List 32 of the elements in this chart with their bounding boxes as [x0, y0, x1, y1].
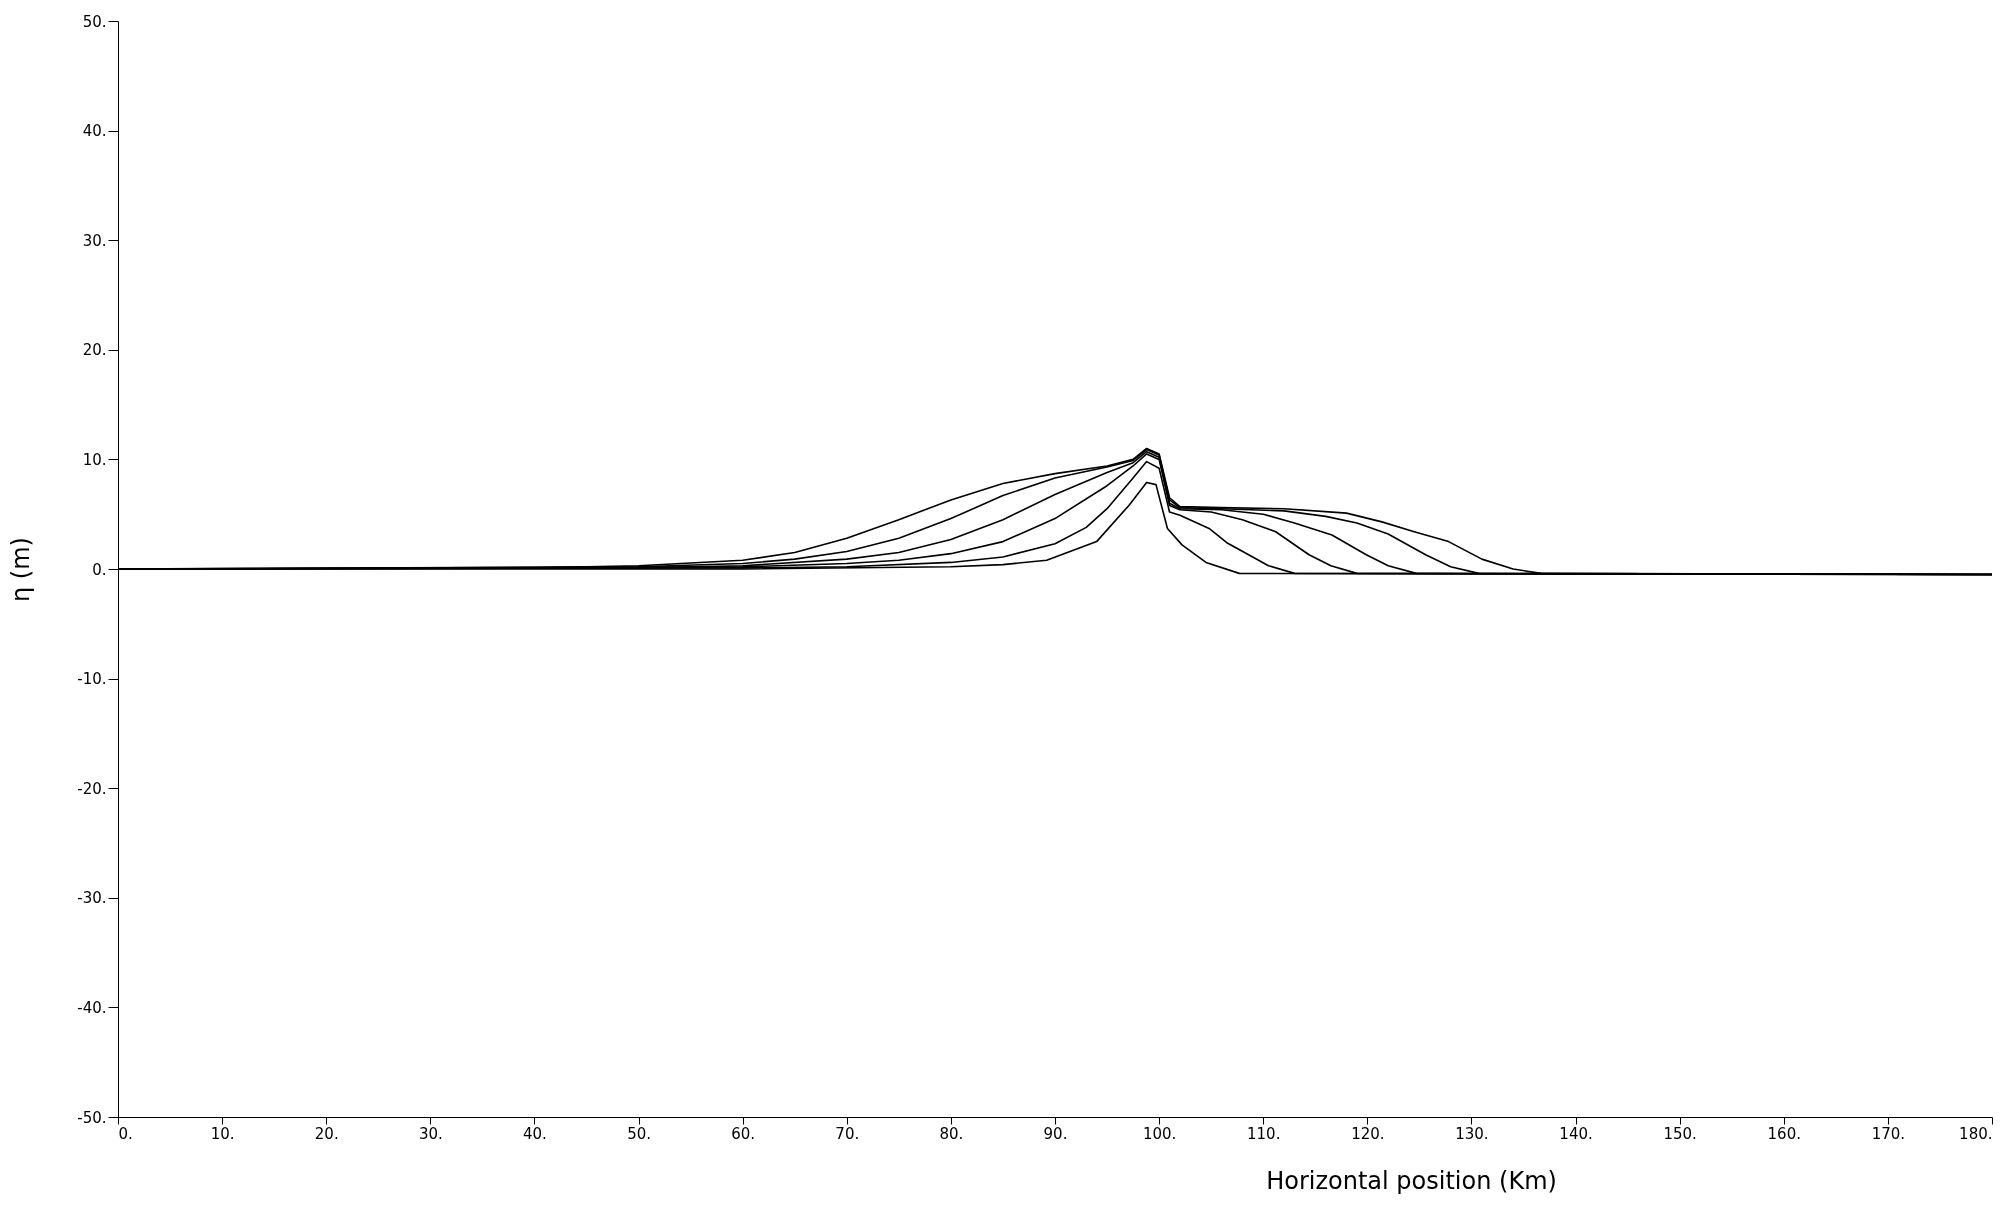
x-tick-label: 50.	[627, 1124, 651, 1143]
y-tick-label: -30.	[77, 889, 107, 908]
x-tick-label: 100.	[1142, 1124, 1177, 1143]
y-tick-label: 40.	[82, 122, 107, 141]
x-tick-label: 10.	[210, 1124, 235, 1143]
x-tick-label: 70.	[835, 1124, 860, 1143]
x-tick-label: 30.	[418, 1124, 443, 1143]
y-tick-label: 30.	[82, 231, 107, 250]
x-tick-label: 160.	[1767, 1124, 1801, 1143]
x-tick-label: 170.	[1871, 1124, 1906, 1143]
y-tick-label: -10.	[77, 670, 107, 689]
y-tick-label: 10.	[82, 450, 107, 469]
y-tick-label: -40.	[77, 998, 107, 1017]
x-tick-label: 40.	[523, 1124, 547, 1143]
y-tick-label: 20.	[82, 341, 107, 360]
x-tick-label: 150.	[1663, 1124, 1697, 1143]
x-tick-label: 0.	[118, 1124, 133, 1143]
x-tick-label: 130.	[1455, 1124, 1489, 1143]
x-tick-label: 60.	[731, 1124, 756, 1143]
y-tick-label: 50.	[82, 12, 107, 31]
x-axis-title: Horizontal position (Km)	[1266, 1166, 1557, 1195]
x-tick-label: 120.	[1351, 1124, 1385, 1143]
x-tick-label: 20.	[314, 1124, 339, 1143]
x-tick-label: 110.	[1247, 1124, 1281, 1143]
y-tick-label: -50.	[77, 1108, 107, 1127]
y-axis-title: η (m)	[6, 537, 35, 602]
x-tick-label: 90.	[1043, 1124, 1068, 1143]
y-tick-label: -20.	[77, 779, 107, 798]
y-tick-label: 0.	[92, 560, 107, 579]
x-tick-label: 140.	[1559, 1124, 1593, 1143]
x-tick-label: 180.	[1959, 1124, 1993, 1143]
x-tick-label: 80.	[939, 1124, 964, 1143]
